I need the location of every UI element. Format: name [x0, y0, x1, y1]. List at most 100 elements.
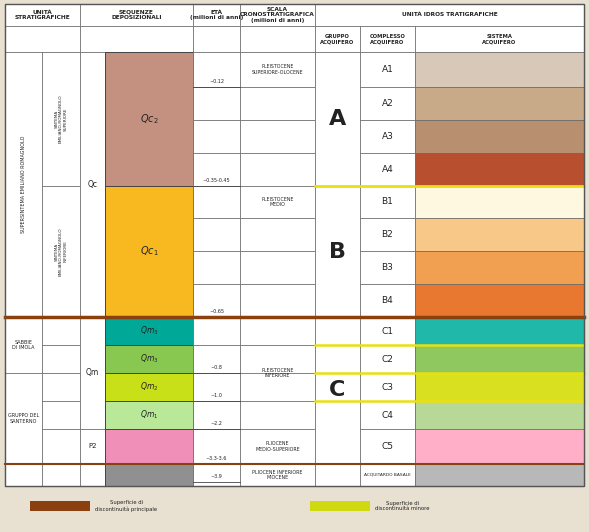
Bar — [315, 186, 360, 317]
Bar — [193, 52, 240, 87]
Text: $Qm_1$: $Qm_1$ — [140, 409, 158, 421]
Text: PLEISTOCENE
MEDIO: PLEISTOCENE MEDIO — [262, 197, 294, 207]
Bar — [315, 317, 360, 464]
Text: C3: C3 — [382, 383, 393, 392]
Bar — [415, 401, 584, 429]
Bar — [360, 464, 415, 486]
Bar — [193, 186, 240, 218]
Text: A4: A4 — [382, 165, 393, 174]
Bar — [360, 52, 415, 87]
Bar — [30, 501, 90, 511]
Bar — [415, 251, 584, 284]
Bar — [415, 87, 584, 120]
Bar — [80, 464, 105, 486]
Bar — [193, 153, 240, 186]
Bar — [5, 4, 80, 26]
Bar — [193, 120, 240, 153]
Text: SEQUENZE
DEPOSIZIONALI: SEQUENZE DEPOSIZIONALI — [111, 10, 162, 20]
Bar — [80, 429, 105, 464]
Text: UNITÀ
STRATIGRAFICHE: UNITÀ STRATIGRAFICHE — [15, 10, 70, 20]
Text: B4: B4 — [382, 296, 393, 305]
Bar — [360, 373, 415, 401]
Bar — [315, 464, 360, 486]
Bar — [193, 4, 240, 26]
Bar — [240, 26, 315, 52]
Bar — [415, 429, 584, 464]
Text: B3: B3 — [382, 263, 393, 272]
Bar — [360, 401, 415, 429]
Bar — [360, 317, 415, 345]
Bar — [360, 345, 415, 373]
Bar — [42, 429, 80, 464]
Text: $Qc_2$: $Qc_2$ — [140, 112, 158, 126]
Bar — [80, 4, 193, 26]
Text: ~3.3-3.6: ~3.3-3.6 — [206, 456, 227, 461]
Bar — [193, 87, 240, 120]
Bar — [193, 401, 240, 429]
Text: C1: C1 — [382, 327, 393, 336]
Bar — [193, 284, 240, 317]
Text: A2: A2 — [382, 99, 393, 108]
Text: A1: A1 — [382, 65, 393, 74]
Bar — [105, 186, 193, 317]
Bar — [105, 429, 193, 464]
Bar — [415, 153, 584, 186]
Bar — [193, 218, 240, 251]
Bar — [240, 4, 315, 26]
Text: SUPERSINTEMA EMILIANO ROMAGNOLO: SUPERSINTEMA EMILIANO ROMAGNOLO — [21, 136, 26, 233]
Bar — [240, 401, 315, 429]
Text: GRUPPO DEL
SANTERNO: GRUPPO DEL SANTERNO — [8, 413, 39, 424]
Bar — [360, 218, 415, 251]
Text: Qm: Qm — [86, 369, 99, 378]
Bar — [360, 26, 415, 52]
Bar — [240, 218, 315, 251]
Bar — [240, 153, 315, 186]
Text: B: B — [329, 242, 346, 262]
Bar — [193, 373, 240, 401]
Bar — [415, 284, 584, 317]
Bar — [240, 87, 315, 120]
Bar — [240, 120, 315, 153]
Bar — [360, 284, 415, 317]
Text: PLEISTOCENE
INFERIORE: PLEISTOCENE INFERIORE — [262, 368, 294, 378]
Bar — [360, 120, 415, 153]
Bar — [310, 501, 370, 511]
Bar — [415, 345, 584, 373]
Bar — [415, 464, 584, 486]
Bar — [240, 464, 315, 486]
Bar — [42, 186, 80, 317]
Text: Superficie di
discontinuità principale: Superficie di discontinuità principale — [95, 500, 157, 512]
Bar — [42, 464, 80, 486]
Bar — [42, 317, 80, 345]
Text: $Qm_3$: $Qm_3$ — [140, 353, 158, 365]
Text: GRUPPO
ACQUIFERO: GRUPPO ACQUIFERO — [320, 34, 355, 44]
Text: C2: C2 — [382, 354, 393, 363]
Bar — [415, 373, 584, 401]
Bar — [105, 401, 193, 429]
Bar — [193, 345, 240, 373]
Text: Qc: Qc — [88, 180, 98, 189]
Text: PLIOCENE
MEDIO-SUPERIORE: PLIOCENE MEDIO-SUPERIORE — [255, 441, 300, 452]
Bar — [360, 429, 415, 464]
Bar — [240, 345, 315, 373]
Bar — [240, 52, 315, 87]
Text: ~0.8: ~0.8 — [210, 365, 223, 370]
Bar — [240, 373, 315, 401]
Bar — [360, 153, 415, 186]
Bar — [360, 87, 415, 120]
Text: C: C — [329, 380, 346, 401]
Bar — [105, 52, 193, 186]
Bar — [415, 186, 584, 218]
Text: ~2.2: ~2.2 — [210, 421, 223, 426]
Text: $Qc_1$: $Qc_1$ — [140, 245, 158, 259]
Bar — [105, 317, 193, 345]
Bar — [360, 251, 415, 284]
Text: PLEISTOCENE
SUPERIORE-OLOCENE: PLEISTOCENE SUPERIORE-OLOCENE — [252, 64, 303, 75]
Text: Superficie di
discontinuità minore: Superficie di discontinuità minore — [375, 501, 429, 511]
Bar — [105, 464, 193, 486]
Bar — [80, 26, 193, 52]
Text: C4: C4 — [382, 411, 393, 420]
Text: PLIOCENE INFERIORE
MIOCENE: PLIOCENE INFERIORE MIOCENE — [252, 470, 303, 480]
Text: ~3.9: ~3.9 — [211, 474, 223, 479]
Bar — [240, 186, 315, 218]
